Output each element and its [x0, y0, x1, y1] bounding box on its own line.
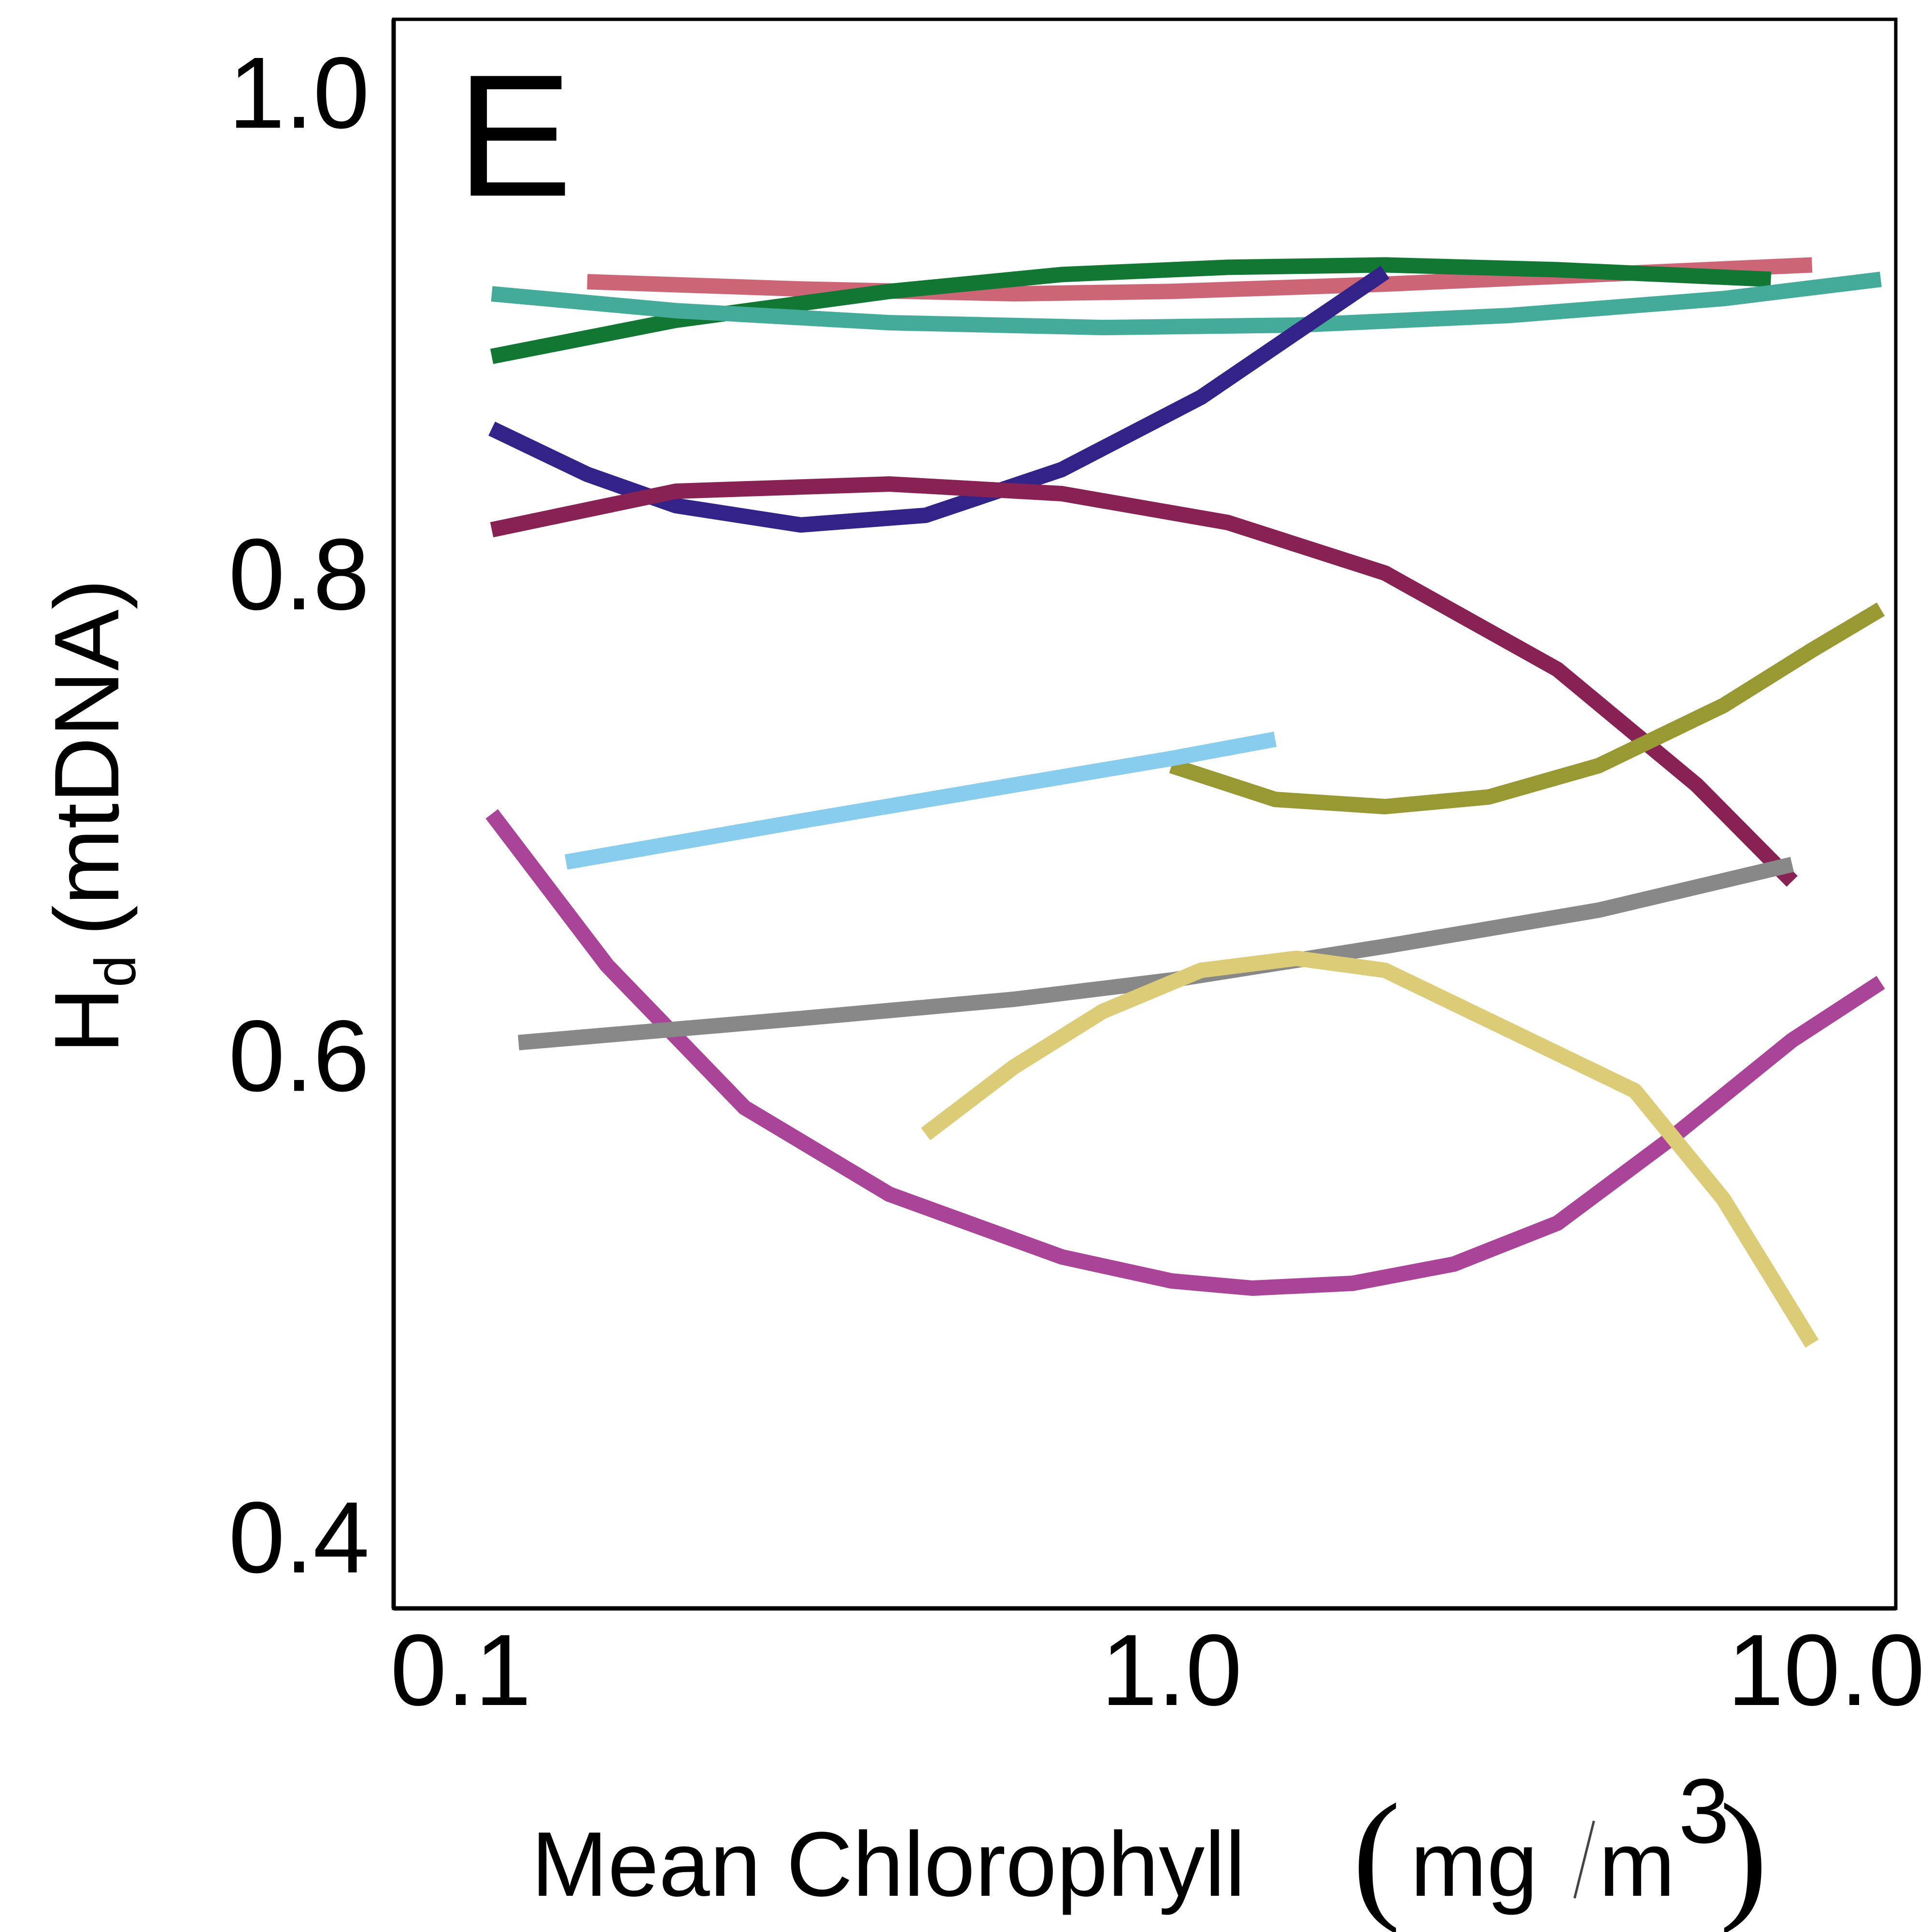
- y-tick-label: 0.8: [228, 518, 369, 631]
- series-line-6: [1169, 602, 1885, 814]
- x-tick-label: 0.1: [390, 1613, 531, 1727]
- x-tick-label: 1.0: [1101, 1613, 1242, 1727]
- x-axis-title-open-paren: (: [1352, 1774, 1401, 1932]
- series-line-4: [488, 266, 1390, 533]
- y-axis-title-main: H: [36, 987, 138, 1053]
- series-line-7: [565, 731, 1277, 870]
- svg-text:Hd(mtDNA): Hd (mtDNA): [36, 579, 148, 1054]
- series-line-9: [518, 857, 1794, 1051]
- x-axis-title-units2: m: [1599, 1813, 1675, 1916]
- plot-frame: [392, 17, 1898, 1610]
- x-axis-title-exponent: 3: [1678, 1760, 1730, 1862]
- x-axis-title-close-paren: ): [1719, 1774, 1768, 1932]
- y-tick-labels: 0.4 0.6 0.8 1.0: [228, 36, 369, 1594]
- series-line-10: [921, 951, 1819, 1348]
- panel-label: E: [456, 39, 572, 233]
- series-line-5: [490, 476, 1798, 887]
- x-axis-title-main: Mean Chlorophyll: [531, 1813, 1246, 1916]
- series-lines: [485, 257, 1885, 1348]
- y-tick-label: 0.6: [228, 999, 369, 1112]
- y-axis-title-rest: (mtDNA): [36, 579, 138, 936]
- y-axis-title-subscript: d: [83, 955, 148, 987]
- y-tick-label: 1.0: [228, 36, 369, 150]
- x-tick-label: 10.0: [1727, 1613, 1925, 1727]
- x-axis-title-units: mg: [1410, 1813, 1538, 1916]
- series-line-3: [491, 271, 1882, 336]
- x-axis-title: Mean Chlorophyll ( mg m 3 ): [531, 1760, 1768, 1932]
- x-tick-labels: 0.1 1.0 10.0: [390, 1613, 1925, 1727]
- x-axis-title-slash: [1573, 1820, 1595, 1899]
- y-tick-label: 0.4: [228, 1480, 369, 1594]
- y-axis-title: Hd (mtDNA): [36, 579, 148, 1054]
